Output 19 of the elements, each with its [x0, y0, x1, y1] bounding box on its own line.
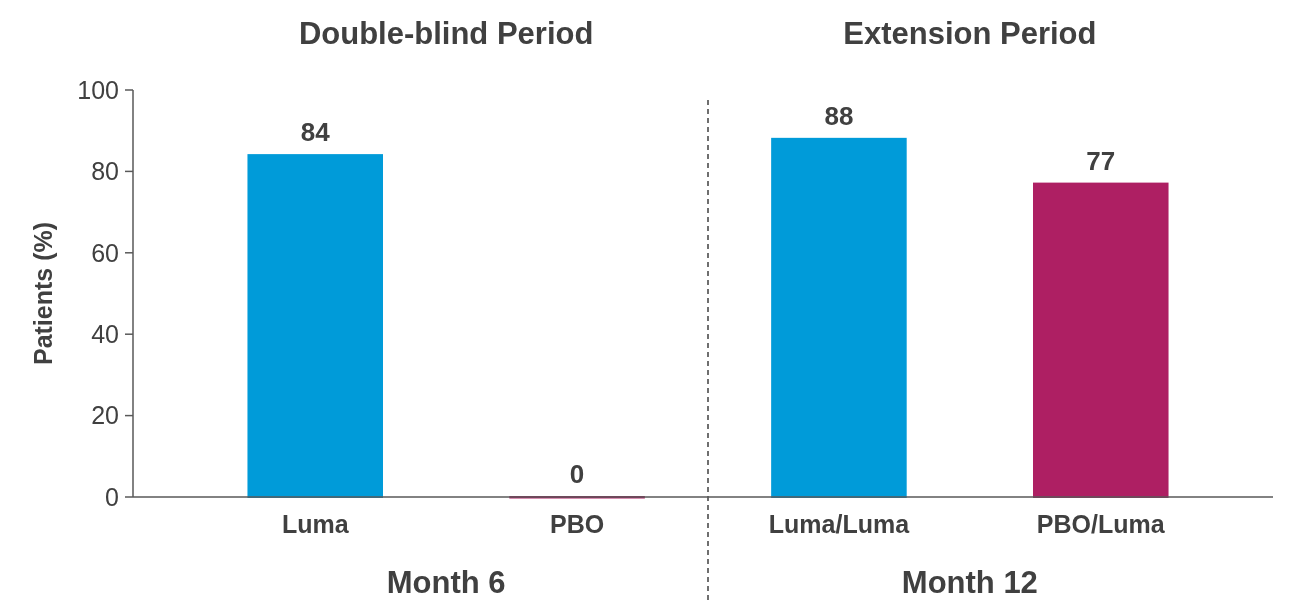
text: Month 12	[901, 565, 1038, 600]
y-tick-label: 0	[105, 482, 119, 511]
y-tick-label: 20	[91, 401, 119, 430]
text: Extension Period	[843, 16, 1097, 51]
y-tick-label: 80	[91, 157, 119, 186]
text: Month 6	[386, 565, 506, 600]
data-label: 88	[824, 100, 854, 131]
y-axis-title: Patients (%)	[29, 221, 57, 366]
data-label: 84	[300, 117, 331, 148]
x-tick-label: PBO	[549, 510, 605, 538]
data-label: 77	[1086, 145, 1116, 176]
y-tick-label: 60	[91, 238, 119, 267]
data-label: 0	[569, 459, 585, 489]
x-tick-label: Luma/Luma	[768, 510, 911, 538]
x-tick-label: Luma	[281, 510, 350, 538]
y-tick-label: 100	[77, 75, 119, 104]
y-tick-label: 40	[91, 319, 119, 348]
x-tick-label: PBO/Luma	[1036, 510, 1166, 538]
text: Double-blind Period	[298, 16, 594, 51]
